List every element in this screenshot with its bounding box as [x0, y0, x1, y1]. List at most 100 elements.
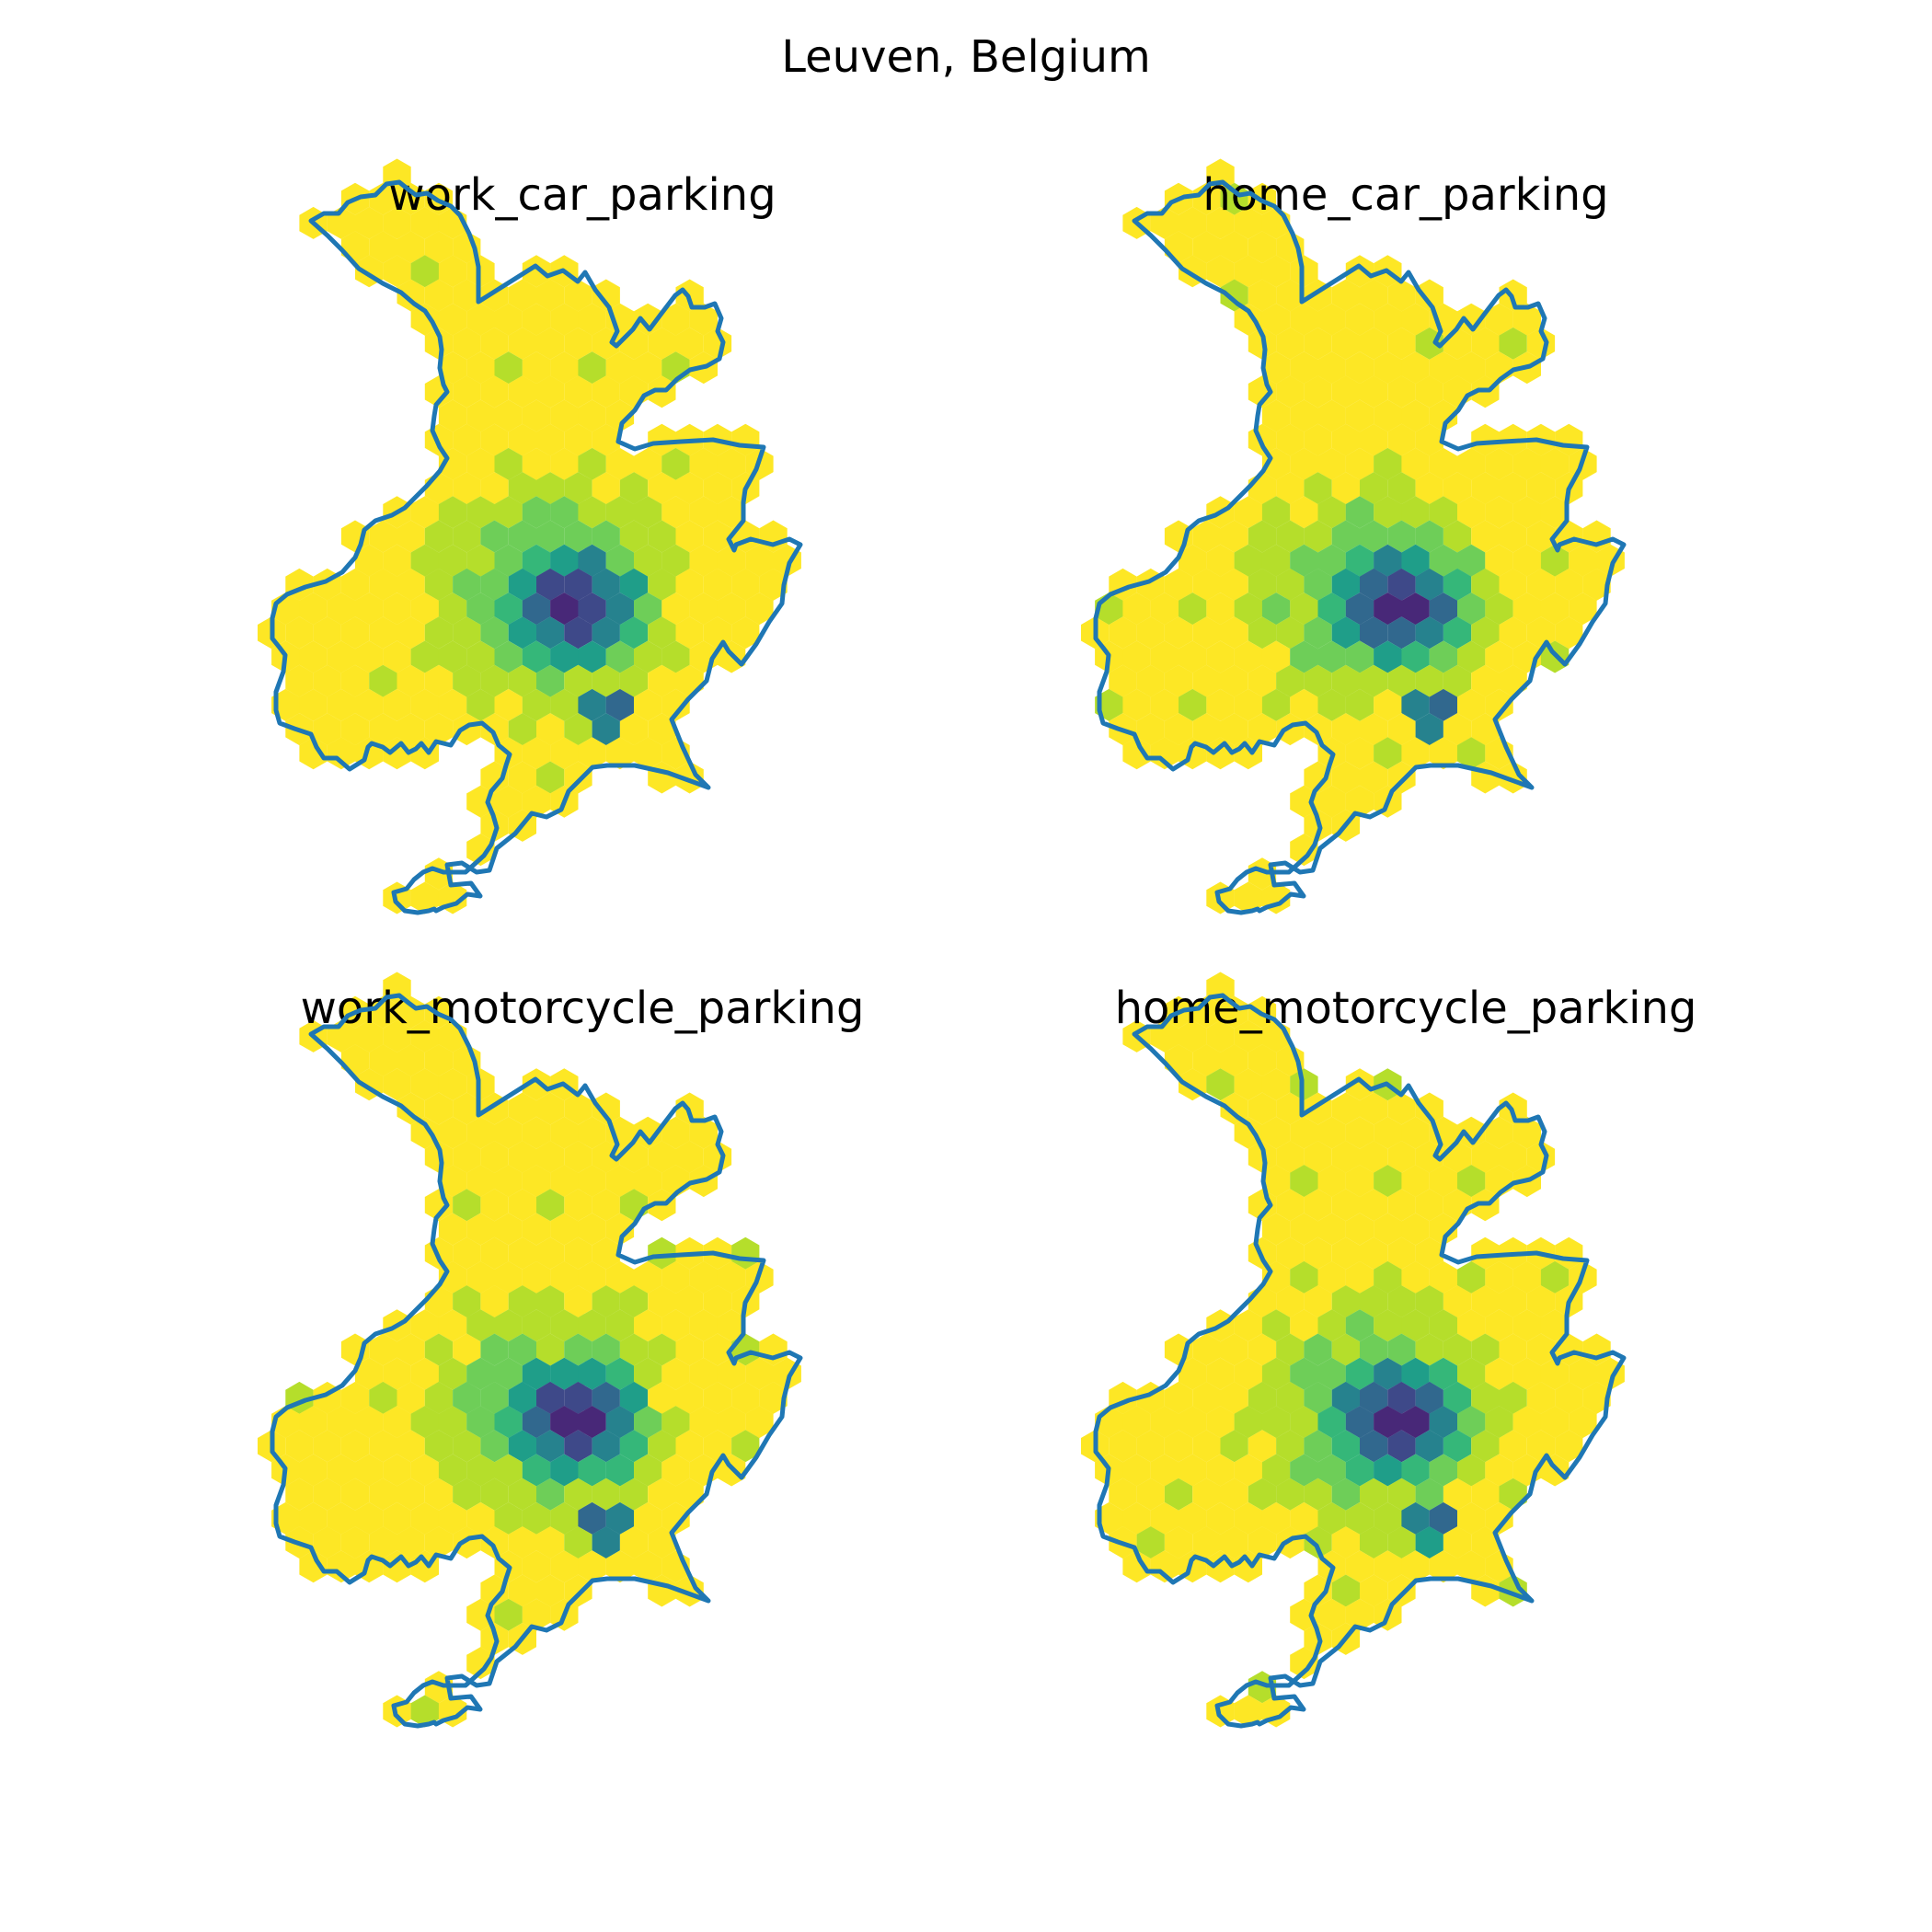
hex-cell	[1345, 1550, 1374, 1583]
hex-cell	[508, 520, 536, 553]
hex-cell	[1192, 1526, 1221, 1559]
hex-cell	[1429, 1454, 1458, 1487]
hex-cell	[1540, 1357, 1570, 1390]
hex-cell	[355, 688, 384, 721]
hex-cell	[1261, 1357, 1291, 1390]
hex-cell	[1290, 1309, 1318, 1342]
hex-cell	[1317, 351, 1346, 385]
hex-cell	[592, 1189, 620, 1222]
hex-cell	[1317, 1598, 1346, 1631]
hex-cell	[1387, 1236, 1416, 1270]
hex-cell	[536, 1092, 565, 1125]
hex-cell	[397, 520, 425, 553]
hex-cell	[397, 713, 425, 746]
hex-cell	[1457, 447, 1486, 480]
hex-cell	[1304, 1430, 1332, 1463]
hex-cell	[1429, 640, 1458, 673]
hex-cell	[1261, 1116, 1291, 1149]
hex-cell	[1457, 496, 1486, 529]
hex-cell	[1179, 206, 1207, 239]
hex-cell	[285, 664, 314, 697]
hex-cell	[410, 592, 439, 626]
hex-cell	[410, 881, 439, 914]
hex-cell	[340, 1381, 370, 1414]
hex-cell	[299, 1501, 328, 1535]
hex-cell	[1526, 1381, 1556, 1414]
hex-cell	[466, 544, 495, 577]
hex-cell	[1387, 327, 1416, 360]
hex-cell	[1331, 520, 1360, 553]
hex-cell	[564, 1285, 592, 1318]
hex-cell	[703, 520, 732, 553]
hex-cell	[466, 496, 495, 529]
hex-cell	[466, 447, 495, 480]
hex-cell	[1122, 1406, 1151, 1439]
hex-cell	[1345, 399, 1374, 432]
hex-cell	[592, 423, 620, 456]
hex-cell	[522, 303, 551, 336]
hex-cell	[397, 1092, 425, 1125]
hex-cell	[1220, 1333, 1248, 1366]
hex-cell	[1206, 1357, 1235, 1390]
hex-cell	[605, 640, 635, 673]
hex-cell	[1512, 1357, 1541, 1390]
hex-cell	[731, 568, 760, 601]
hex-cell	[661, 592, 690, 626]
hex-cells	[1081, 972, 1625, 1728]
hex-cell	[424, 568, 454, 601]
hex-cell	[494, 447, 523, 480]
hex-cell	[1206, 1501, 1235, 1535]
hex-cell	[1109, 1430, 1137, 1463]
hex-cell	[494, 1357, 523, 1390]
hex-cell	[578, 688, 606, 721]
hex-cell	[745, 544, 774, 577]
hex-cell	[522, 544, 551, 577]
hex-cell	[522, 592, 551, 626]
hex-cell	[466, 1309, 495, 1342]
hex-cell	[1401, 447, 1430, 480]
hex-cell	[1415, 568, 1443, 601]
hex-cell	[1555, 568, 1583, 601]
hex-cell	[1234, 1019, 1262, 1052]
hex-cell	[410, 688, 439, 721]
hex-cell	[1415, 1333, 1443, 1366]
hex-cell	[453, 1189, 481, 1222]
hex-cell	[1540, 496, 1570, 529]
hex-cell	[369, 1381, 397, 1414]
hex-cell	[578, 1501, 606, 1535]
hex-cell	[717, 1406, 746, 1439]
hex-cell	[1276, 1333, 1305, 1366]
hex-cell	[1192, 616, 1221, 650]
panel-title: home_motorcycle_parking	[1115, 983, 1697, 1034]
hex-cell	[689, 1116, 718, 1149]
hex-cell	[1304, 568, 1332, 601]
hex-cell	[1248, 1430, 1277, 1463]
hex-cell	[410, 1068, 439, 1101]
hex-cell	[1331, 1092, 1360, 1125]
hex-cell	[1485, 544, 1513, 577]
hex-cell	[605, 447, 635, 480]
hex-cell	[453, 713, 481, 746]
hex-cell	[550, 1213, 579, 1246]
hex-cell	[1429, 1406, 1458, 1439]
hex-cell	[717, 544, 746, 577]
hex-cell	[1471, 1140, 1500, 1173]
hex-cell	[1304, 327, 1332, 360]
hex-cell	[494, 496, 523, 529]
hex-cell	[1304, 1526, 1332, 1559]
hex-cell	[508, 1092, 536, 1125]
hex-cell	[1387, 1092, 1416, 1125]
hex-cell	[340, 1430, 370, 1463]
hex-cell	[327, 1454, 356, 1487]
hex-cell	[383, 1357, 411, 1390]
hex-cell	[1360, 472, 1388, 505]
hex-cell	[605, 688, 635, 721]
hex-cell	[494, 1501, 523, 1535]
hex-cell	[1429, 351, 1458, 385]
hex-cell	[1206, 1454, 1235, 1487]
hex-cell	[480, 1526, 509, 1559]
hex-cell	[1345, 1116, 1374, 1149]
hex-cell	[438, 496, 467, 529]
hex-cell	[1261, 303, 1291, 336]
hex-cell	[1401, 303, 1430, 336]
